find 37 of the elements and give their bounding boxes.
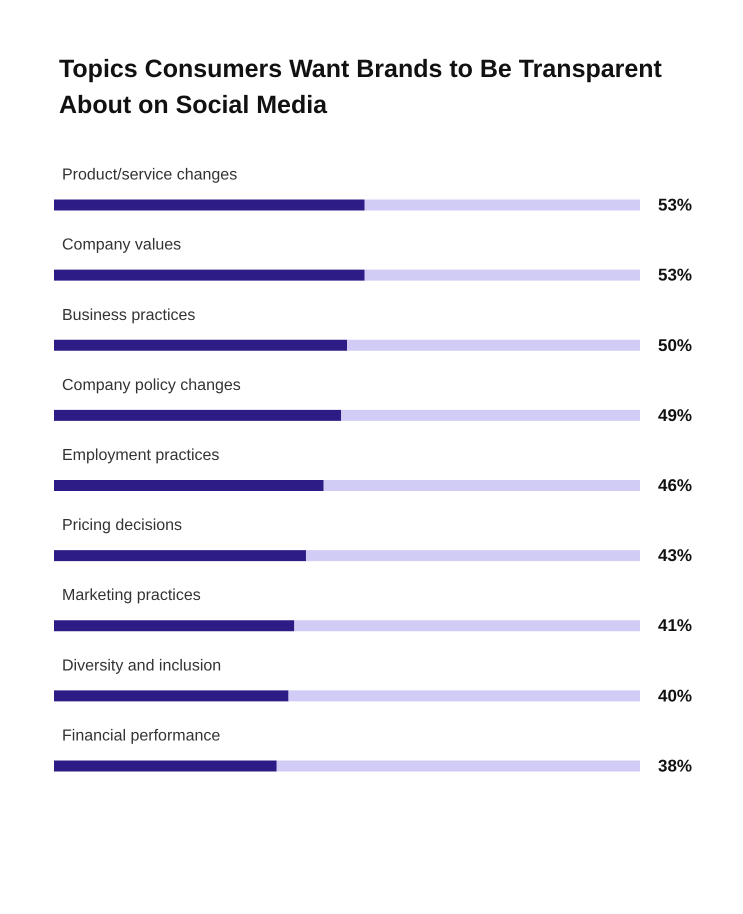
bar	[54, 200, 365, 211]
data-label: 46%	[658, 476, 692, 495]
data-label: 43%	[658, 546, 692, 566]
data-label: 50%	[658, 336, 692, 355]
data-label: 40%	[658, 686, 692, 706]
y-tick-label: Diversity and inclusion	[62, 657, 222, 674]
y-tick-label: Product/service changes	[62, 166, 238, 184]
y-tick-label: Pricing decisions	[62, 517, 182, 534]
data-label: 41%	[658, 616, 692, 636]
bar	[54, 760, 277, 772]
bar	[294, 620, 640, 632]
y-tick-label: Company values	[62, 236, 182, 254]
y-tick-label: Employment practices	[62, 447, 220, 464]
bar	[364, 270, 640, 281]
bar	[347, 340, 640, 351]
bar	[54, 550, 306, 562]
bar	[288, 690, 640, 702]
bar	[341, 410, 640, 421]
y-tick-label: Company policy changes	[62, 376, 241, 394]
data-label: 49%	[658, 406, 692, 425]
y-tick-label: Marketing practices	[62, 587, 201, 604]
bar	[324, 480, 640, 491]
chart-title: Topics Consumers Want Brands to Be Transparent About on Social Media	[59, 55, 663, 119]
bar	[276, 760, 640, 772]
bar	[54, 480, 324, 491]
data-label: 53%	[658, 266, 692, 285]
bar	[54, 690, 288, 702]
data-label: 38%	[658, 756, 692, 776]
bar	[54, 620, 294, 632]
data-label: 53%	[658, 196, 692, 215]
bar	[54, 270, 365, 281]
bar	[54, 410, 342, 421]
bar	[306, 550, 640, 562]
bar	[54, 340, 347, 351]
y-tick-label: Business practices	[62, 306, 196, 324]
y-tick-label: Financial performance	[62, 727, 220, 744]
bar	[364, 200, 640, 211]
